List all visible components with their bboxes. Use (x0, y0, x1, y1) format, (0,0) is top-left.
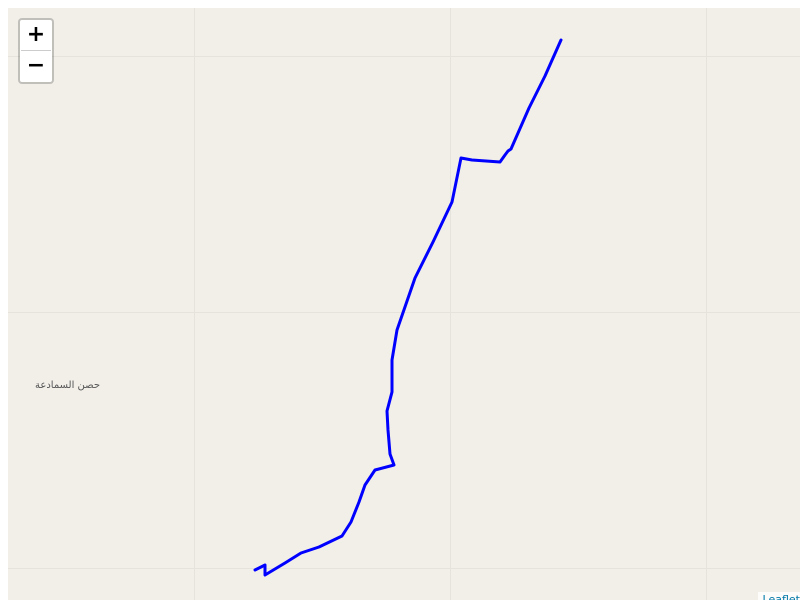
tile-grid-line (8, 568, 800, 569)
tile-grid-line (194, 8, 195, 600)
route-layer (253, 38, 563, 577)
zoom-out-button[interactable]: − (21, 51, 51, 81)
attribution-link[interactable]: Leaflet (757, 592, 800, 600)
place-label: حصن السمادعة (35, 380, 100, 391)
tile-grid-line (8, 56, 800, 57)
map-container[interactable]: حصن السمادعة + − Leaflet (8, 8, 800, 600)
zoom-in-button[interactable]: + (21, 20, 51, 51)
zoom-control: + − (18, 18, 54, 84)
tile-grid-line (450, 8, 451, 600)
tile-grid-line (706, 8, 707, 600)
route-polyline[interactable] (253, 38, 563, 577)
